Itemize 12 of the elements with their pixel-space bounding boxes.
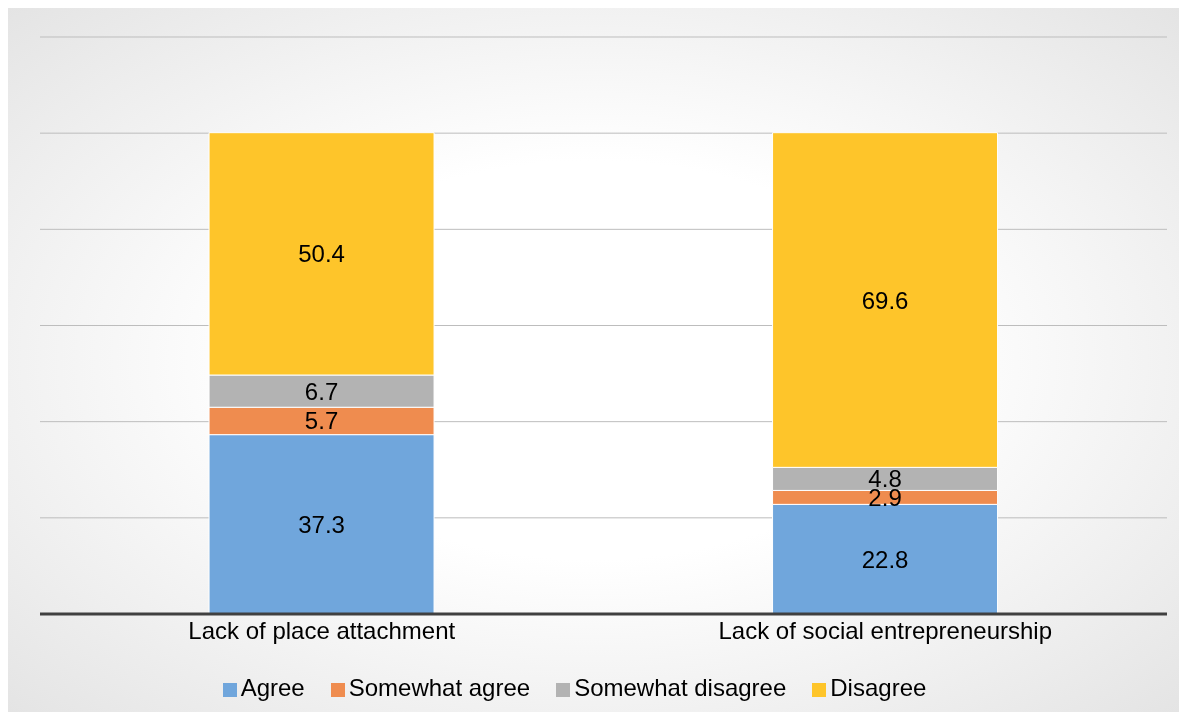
legend-label: Somewhat agree — [348, 674, 531, 701]
legend-label: Disagree — [830, 674, 927, 701]
data-label: 22.8 — [861, 545, 909, 573]
data-label: 6.7 — [304, 377, 339, 405]
data-label: 37.3 — [298, 510, 345, 538]
legend-label: Somewhat disagree — [574, 674, 787, 701]
data-label: 50.4 — [298, 240, 345, 268]
data-label: 69.6 — [861, 286, 909, 314]
x-tick-label: Lack of social entrepreneurship — [718, 617, 1053, 645]
data-label: 5.7 — [304, 407, 339, 435]
x-tick-label: Lack of place attachment — [188, 617, 456, 645]
legend-label: Agree — [240, 674, 305, 701]
